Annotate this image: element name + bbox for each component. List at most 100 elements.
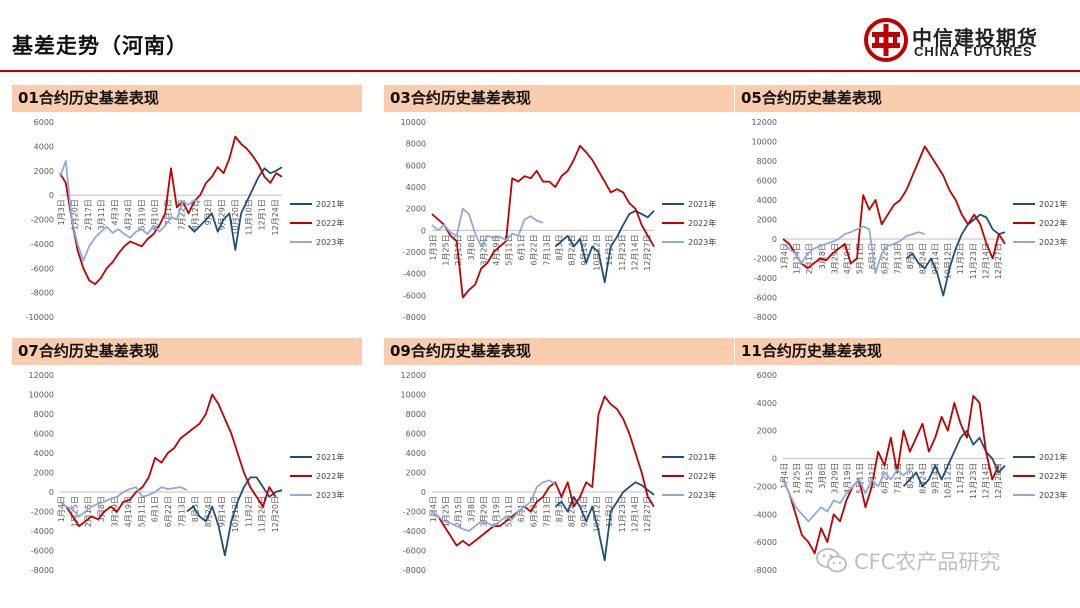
x-tick-label: 3月8日 bbox=[97, 496, 106, 522]
y-tick-label: -4000 bbox=[403, 527, 426, 536]
x-tick-label: 3月29日 bbox=[830, 463, 839, 494]
x-tick-label: 2月15日 bbox=[454, 496, 463, 527]
x-tick-label: 11月23日 bbox=[969, 463, 978, 499]
x-tick-label: 12月27日 bbox=[643, 234, 652, 270]
legend-label: 2023年 bbox=[316, 237, 344, 247]
series-line bbox=[431, 207, 544, 248]
legend-label: 2023年 bbox=[1039, 237, 1067, 247]
x-tick-label: 5月11日 bbox=[856, 463, 865, 494]
legend-label: 2022年 bbox=[1039, 218, 1067, 228]
y-tick-label: 6000 bbox=[34, 430, 54, 439]
y-tick-label: 2000 bbox=[406, 469, 426, 478]
y-tick-label: 8000 bbox=[406, 140, 426, 149]
y-tick-label: 6000 bbox=[757, 177, 777, 186]
line-chart: 10000 8000 6000 4000 2000 0 -2000 -4000 -6000 -80… bbox=[401, 118, 717, 322]
legend-label: 2021年 bbox=[1039, 199, 1067, 209]
x-tick-label: 8月3日 bbox=[906, 463, 915, 489]
x-tick-label: 2月15日 bbox=[454, 234, 463, 265]
x-tick-label: 12月24日 bbox=[271, 199, 280, 235]
x-tick-label: 7月13日 bbox=[542, 234, 551, 265]
x-tick-label: 12月27日 bbox=[994, 243, 1003, 279]
y-tick-label: -2000 bbox=[754, 482, 777, 491]
x-tick-label: 10月20日 bbox=[231, 199, 240, 235]
y-tick-label: 0 bbox=[421, 488, 426, 497]
y-tick-label: -8000 bbox=[403, 566, 426, 575]
x-tick-label: 10月12日 bbox=[231, 496, 240, 532]
y-tick-label: 10000 bbox=[752, 138, 777, 147]
x-tick-label: 6月10日 bbox=[151, 199, 160, 230]
series-line bbox=[186, 476, 283, 557]
x-tick-label: 11月2日 bbox=[956, 463, 965, 494]
x-tick-label: 7月13日 bbox=[177, 496, 186, 527]
x-tick-label: 11月23日 bbox=[618, 234, 627, 270]
x-tick-label: 6月22日 bbox=[530, 496, 539, 527]
x-tick-label: 12月27日 bbox=[643, 496, 652, 532]
x-tick-label: 5月11日 bbox=[505, 496, 514, 527]
x-tick-label: 8月24日 bbox=[918, 463, 927, 494]
legend-label: 2021年 bbox=[316, 452, 344, 462]
y-tick-label: 10000 bbox=[401, 391, 426, 400]
y-tick-label: 0 bbox=[421, 226, 426, 235]
series-line bbox=[59, 160, 201, 262]
x-tick-label: 4月24日 bbox=[124, 199, 133, 230]
y-tick-label: -6000 bbox=[403, 291, 426, 300]
x-tick-label: 7月13日 bbox=[893, 463, 902, 494]
chart-panel: 07合约历史基差表现 12000 10000 8000 6000 4000 2000 0 -20… bbox=[12, 338, 362, 583]
y-tick-label: 2000 bbox=[34, 167, 54, 176]
x-tick-label: 8月3日 bbox=[555, 496, 564, 522]
series-line bbox=[187, 166, 283, 251]
line-chart: 6000 4000 2000 0 -2000 -4000 -6000 -8000 -10000 1… bbox=[26, 118, 345, 322]
series-line bbox=[59, 486, 188, 518]
watermark: CFC农产品研究 bbox=[816, 544, 1000, 578]
x-tick-label: 9月14日 bbox=[580, 496, 589, 527]
x-tick-label: 11月2日 bbox=[956, 243, 965, 274]
x-tick-label: 12月14日 bbox=[981, 463, 990, 499]
legend-label: 2022年 bbox=[316, 218, 344, 228]
series-line bbox=[431, 144, 655, 299]
series-line bbox=[782, 468, 911, 523]
y-tick-label: -6000 bbox=[31, 264, 54, 273]
y-tick-label: -6000 bbox=[754, 538, 777, 547]
x-tick-label: 5月11日 bbox=[505, 234, 514, 265]
y-tick-label: 12000 bbox=[752, 118, 777, 127]
legend-label: 2022年 bbox=[688, 471, 716, 481]
y-tick-label: 6000 bbox=[757, 371, 777, 380]
y-tick-label: -8000 bbox=[31, 289, 54, 298]
y-tick-label: -8000 bbox=[754, 566, 777, 575]
legend-label: 2021年 bbox=[688, 452, 716, 462]
y-tick-label: -2000 bbox=[31, 216, 54, 225]
line-chart: 12000 10000 8000 6000 4000 2000 0 -2000 -4000 -60… bbox=[401, 371, 717, 575]
y-tick-label: 4000 bbox=[406, 449, 426, 458]
x-tick-label: 1月3日 bbox=[57, 199, 66, 225]
x-tick-label: 6月22日 bbox=[164, 496, 173, 527]
y-tick-label: 2000 bbox=[34, 469, 54, 478]
x-tick-label: 4月3日 bbox=[111, 199, 120, 225]
y-tick-label: 4000 bbox=[34, 449, 54, 458]
series-line bbox=[902, 429, 1006, 488]
x-tick-label: 5月11日 bbox=[856, 243, 865, 274]
x-tick-label: 10月12日 bbox=[593, 234, 602, 270]
legend-label: 2023年 bbox=[688, 237, 716, 247]
series-line bbox=[782, 225, 926, 274]
legend-label: 2023年 bbox=[1039, 490, 1067, 500]
chart-title: 05合约历史基差表现 bbox=[735, 85, 1080, 112]
line-chart: 6000 4000 2000 0 -2000 -4000 -6000 -8000 1月4日 1月2… bbox=[754, 371, 1068, 575]
y-tick-label: 4000 bbox=[757, 196, 777, 205]
legend-label: 2022年 bbox=[316, 471, 344, 481]
x-tick-label: 9月14日 bbox=[580, 234, 589, 265]
x-tick-label: 10月12日 bbox=[944, 243, 953, 279]
x-tick-label: 8月3日 bbox=[555, 234, 564, 260]
x-tick-label: 3月8日 bbox=[818, 463, 827, 489]
wechat-icon bbox=[816, 548, 847, 573]
y-tick-label: 6000 bbox=[406, 161, 426, 170]
x-tick-label: 5月19日 bbox=[137, 199, 146, 230]
y-tick-label: 2000 bbox=[757, 427, 777, 436]
x-tick-label: 12月14日 bbox=[981, 243, 990, 279]
x-tick-label: 12月14日 bbox=[630, 234, 639, 270]
x-tick-label: 11月2日 bbox=[244, 496, 253, 527]
y-tick-label: -2000 bbox=[31, 508, 54, 517]
x-tick-label: 3月8日 bbox=[467, 496, 476, 522]
chart-title: 07合约历史基差表现 bbox=[12, 338, 362, 365]
x-tick-label: 8月24日 bbox=[567, 234, 576, 265]
header-rule bbox=[0, 70, 1080, 72]
